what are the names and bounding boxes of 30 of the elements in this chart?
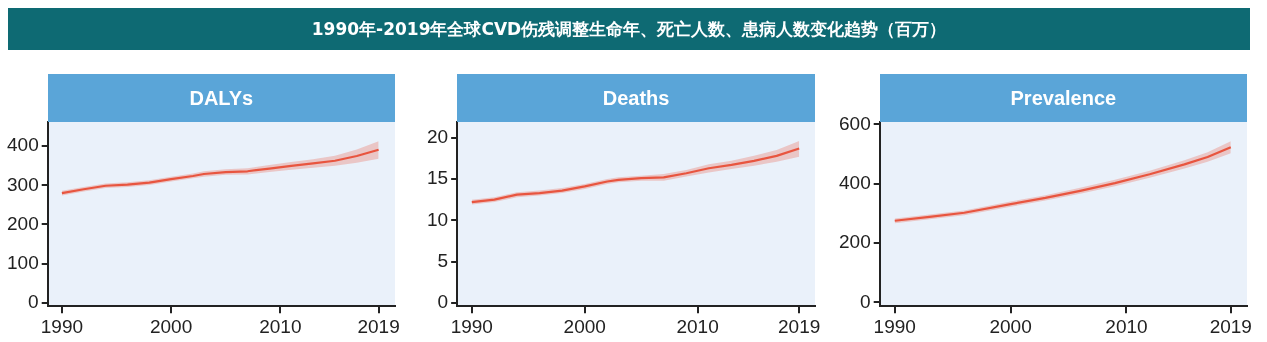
- y-tick-label: 200: [839, 231, 871, 253]
- x-tick-label: 1990: [873, 315, 916, 337]
- chart-title: DALYs: [47, 74, 395, 122]
- y-tick-label: 600: [839, 112, 871, 134]
- y-tick-label: 0: [860, 290, 871, 312]
- y-tick-label: 5: [437, 249, 449, 271]
- x-tick-label: 2010: [1105, 315, 1148, 337]
- chart-title: Prevalence: [879, 74, 1247, 122]
- y-tick-label: 100: [7, 251, 39, 273]
- y-tick-label: 10: [426, 208, 449, 230]
- x-tick-label: 2000: [989, 315, 1032, 337]
- text: 1990年-2019年全球CVD伤残调整生命年、死亡人数、患病人数变化趋势（百万）: [8, 8, 1250, 50]
- x-tick-label: 2010: [676, 315, 719, 337]
- x-tick-label: 1990: [40, 315, 84, 337]
- x-tick-label: 1990: [450, 315, 493, 337]
- y-tick-label: 20: [426, 125, 449, 147]
- x-tick-label: 2000: [149, 315, 193, 337]
- y-tick-label: 400: [839, 171, 871, 193]
- y-tick-label: 200: [7, 212, 39, 234]
- y-tick-label: 400: [7, 134, 39, 156]
- x-tick-label: 2019: [778, 315, 821, 337]
- chart-title: Deaths: [457, 74, 815, 122]
- y-tick-label: 0: [28, 290, 39, 312]
- y-tick-label: 15: [426, 167, 449, 189]
- y-tick-label: 0: [437, 291, 449, 313]
- x-tick-label: 2010: [259, 315, 302, 337]
- x-tick-label: 2019: [1209, 315, 1252, 337]
- x-tick-label: 2000: [563, 315, 606, 337]
- x-tick-label: 2019: [357, 315, 400, 337]
- y-tick-label: 300: [7, 173, 39, 195]
